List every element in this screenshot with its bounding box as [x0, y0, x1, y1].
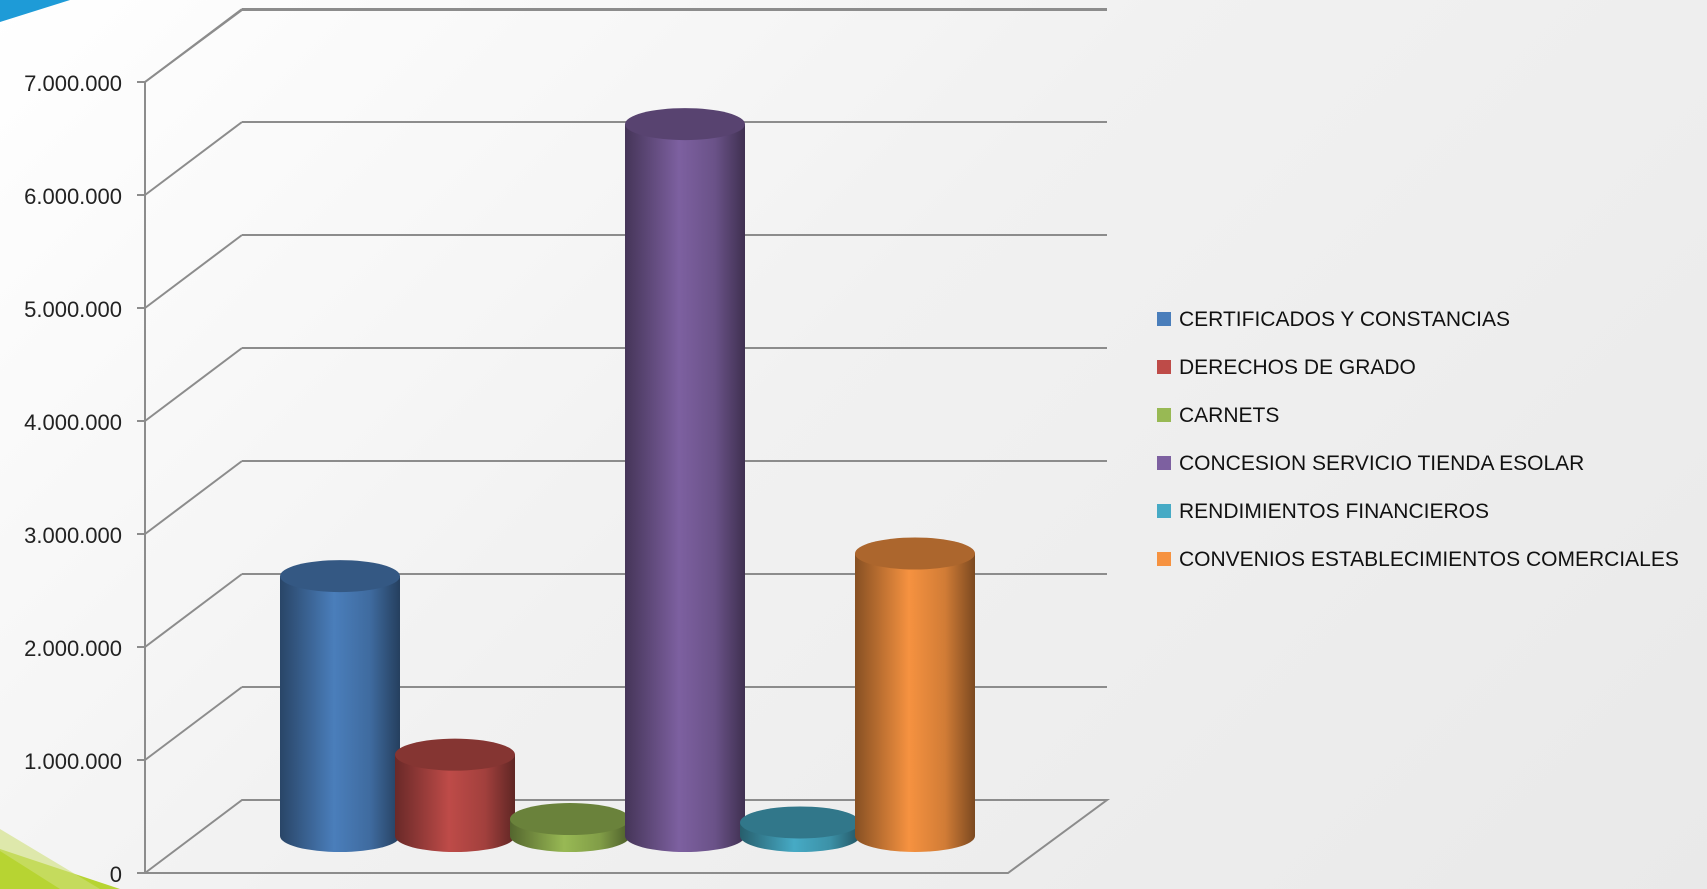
bar-body [280, 576, 400, 852]
bar-body [625, 124, 745, 853]
bar-body [395, 754, 515, 852]
bar-top-cap [625, 108, 745, 141]
legend-label: DERECHOS DE GRADO [1179, 356, 1416, 379]
gridline-diagonal-top [144, 9, 243, 83]
gridline-diagonal [144, 347, 243, 422]
y-tick-label: 2.000.000 [24, 636, 122, 661]
bar-body [855, 553, 975, 852]
bar-1 [280, 560, 400, 852]
gridline-diagonal [144, 121, 243, 196]
legend-label: CONVENIOS ESTABLECIMIENTOS COMERCIALES [1179, 548, 1679, 571]
bar-top-cap [395, 738, 515, 771]
legend-label: CONCESION SERVICIO TIENDA ESOLAR [1179, 452, 1584, 475]
legend: CERTIFICADOS Y CONSTANCIAS DERECHOS DE GR… [1157, 308, 1679, 571]
bar-3 [510, 803, 630, 852]
legend-label: CERTIFICADOS Y CONSTANCIAS [1179, 308, 1510, 331]
top-left-accent-shape [0, 0, 70, 22]
bottom-left-accent-shape [0, 829, 120, 889]
legend-swatch [1157, 456, 1171, 470]
y-tick-label: 6.000.000 [24, 184, 122, 209]
gridline-diagonal [144, 573, 243, 648]
legend-swatch [1157, 408, 1171, 422]
legend-label: RENDIMIENTOS FINANCIEROS [1179, 500, 1489, 523]
legend-swatch [1157, 312, 1171, 326]
bar-top-cap [510, 803, 630, 836]
gridline-diagonal [144, 686, 243, 761]
y-tick-label: 3.000.000 [24, 523, 122, 548]
y-tick-label: 0 [110, 862, 122, 887]
y-axis: 0 1.000.000 2.000.000 3.000.000 4.000.000 5.0… [24, 71, 146, 887]
y-tick-label: 4.000.000 [24, 410, 122, 435]
bar-4 [625, 108, 745, 853]
y-tick-label: 1.000.000 [24, 749, 122, 774]
legend-swatch [1157, 504, 1171, 518]
y-tick-label: 7.000.000 [24, 71, 122, 96]
legend-label: CARNETS [1179, 404, 1279, 427]
bar-top-cap [855, 537, 975, 570]
bar-2 [395, 738, 515, 852]
gridline-diagonal [144, 234, 243, 309]
bar-5 [740, 806, 860, 852]
bar-top-cap [280, 560, 400, 593]
gridline-diagonal [144, 460, 243, 535]
chart-floor [142, 799, 1111, 874]
y-tick-label: 5.000.000 [24, 297, 122, 322]
legend-swatch [1157, 552, 1171, 566]
legend-swatch [1157, 360, 1171, 374]
bars-layer [280, 108, 975, 853]
bar-top-cap [740, 806, 860, 839]
bar-6 [855, 537, 975, 852]
